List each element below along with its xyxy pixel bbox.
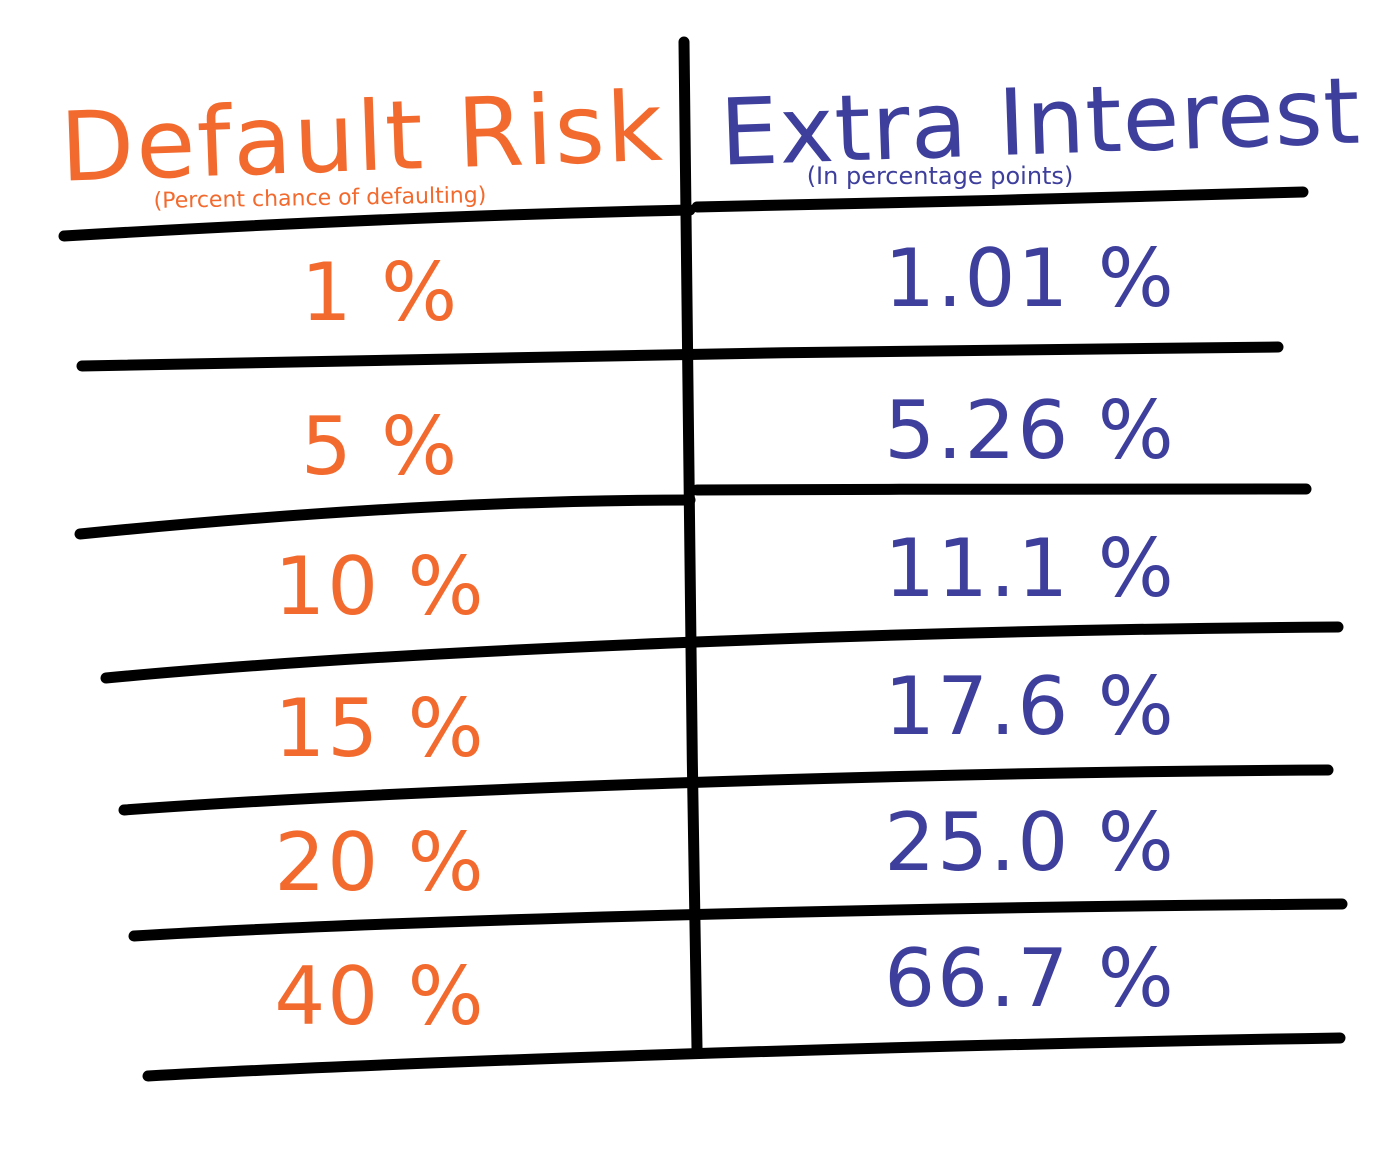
extra-interest-cell: 25.0 %: [884, 796, 1176, 889]
default-risk-cell: 40 %: [274, 950, 486, 1043]
row-rule-2b: [691, 483, 1312, 496]
extra-interest-cell: 5.26 %: [884, 384, 1176, 477]
row-rule-4: [118, 764, 1334, 816]
extra-interest-cell: 17.6 %: [884, 660, 1176, 753]
default-risk-cell: 20 %: [274, 816, 486, 909]
row-rule-5: [128, 898, 1348, 942]
extra-interest-cell: 66.7 %: [884, 932, 1176, 1025]
row-rule-3: [100, 621, 1344, 684]
default-risk-cell: 1 %: [300, 246, 460, 339]
extra-interest-note: (In percentage points): [806, 162, 1074, 190]
row-rule-1: [76, 341, 1284, 372]
extra-interest-cell: 11.1 %: [884, 522, 1176, 615]
default-risk-cell: 15 %: [274, 682, 486, 775]
header-rule-right: [691, 186, 1309, 213]
extra-interest-cell: 1.01 %: [884, 232, 1176, 325]
header-rule-left: [58, 204, 696, 242]
default-risk-cell: 5 %: [300, 400, 460, 493]
default-risk-header: Default Risk: [58, 70, 667, 204]
row-rule-2: [74, 494, 696, 540]
default-risk-cell: 10 %: [274, 540, 486, 633]
column-divider: [678, 36, 703, 1054]
row-rule-6: [142, 1032, 1346, 1082]
